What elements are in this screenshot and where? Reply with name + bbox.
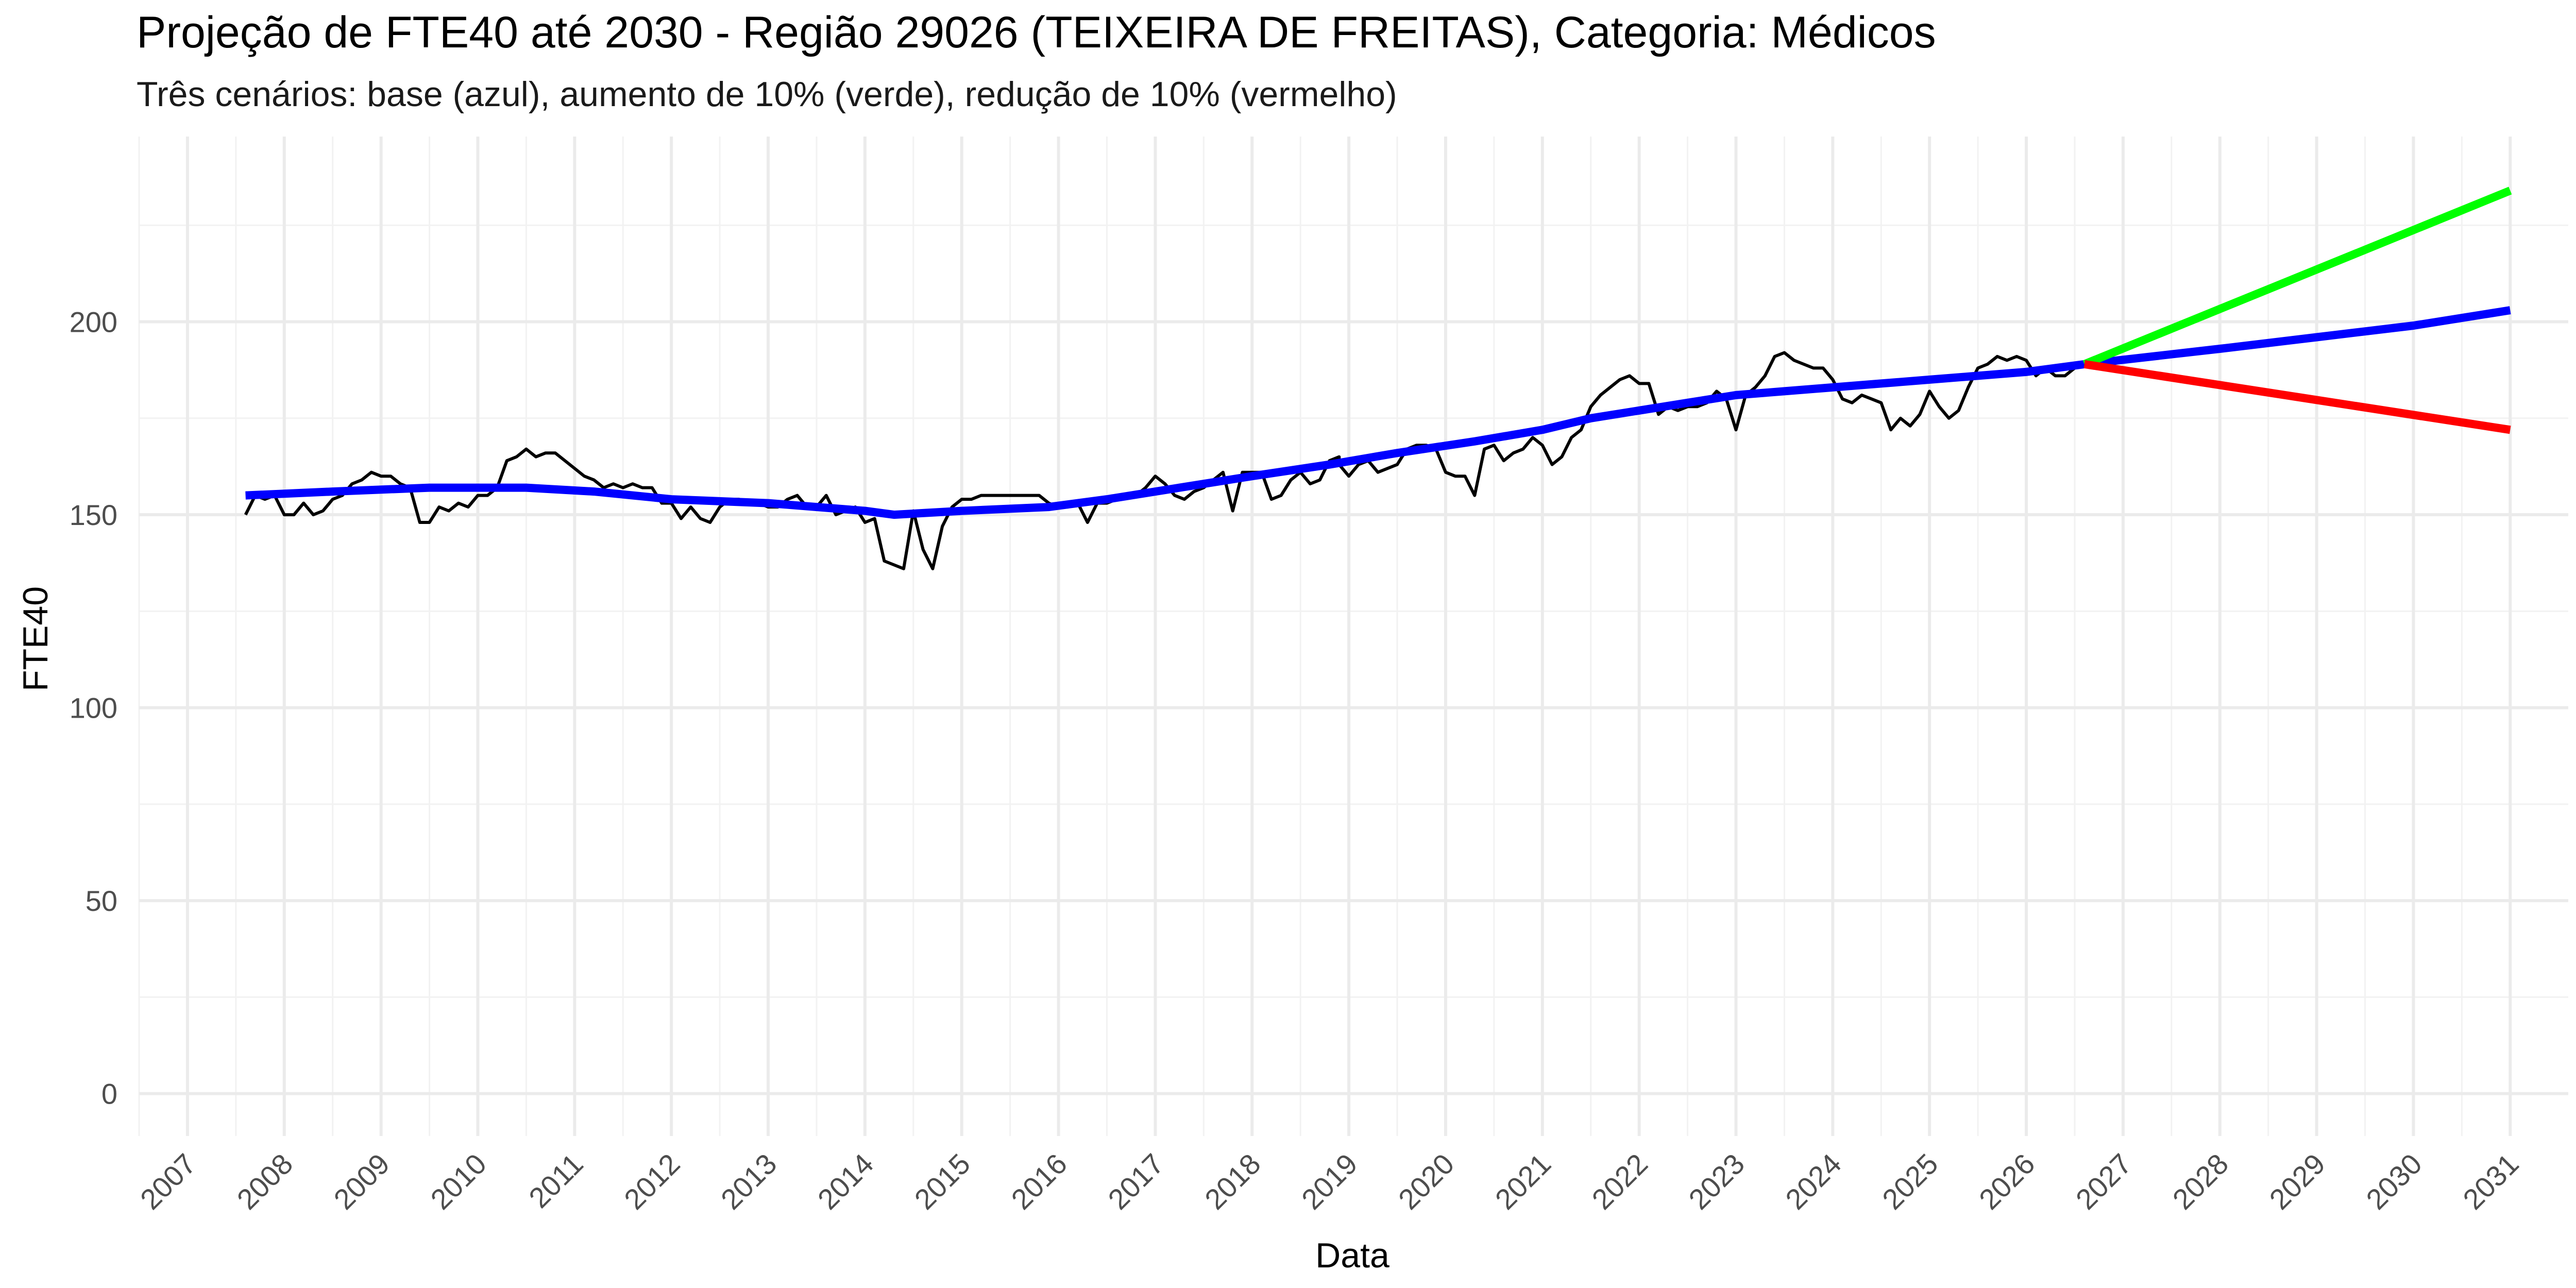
series-line-0 xyxy=(244,351,2085,570)
x-tick-label: 2015 xyxy=(908,1147,977,1216)
chart-subtitle: Três cenários: base (azul), aumento de 1… xyxy=(137,75,1397,114)
x-tick-label: 2025 xyxy=(1876,1147,1944,1216)
series-lines xyxy=(244,187,2512,570)
y-tick-label: 50 xyxy=(86,885,117,917)
x-tick-label: 2031 xyxy=(2456,1147,2525,1216)
y-axis-ticks: 0 50 100 150 200 xyxy=(70,306,117,1110)
y-axis-title: FTE40 xyxy=(16,586,55,691)
x-tick-label: 2023 xyxy=(1682,1147,1751,1216)
major-gridlines xyxy=(139,137,2568,1136)
x-tick-label: 2030 xyxy=(2360,1147,2428,1216)
x-tick-label: 2012 xyxy=(618,1147,686,1216)
series-line-1 xyxy=(245,306,2511,519)
x-axis-title: Data xyxy=(1315,1236,1389,1275)
x-tick-label: 2026 xyxy=(1973,1147,2041,1216)
x-tick-label: 2008 xyxy=(231,1147,299,1216)
y-tick-label: 0 xyxy=(101,1078,117,1110)
x-tick-label: 2014 xyxy=(811,1147,880,1216)
x-tick-label: 2018 xyxy=(1198,1147,1267,1216)
x-tick-label: 2024 xyxy=(1779,1147,1848,1216)
x-tick-label: 2010 xyxy=(424,1147,493,1216)
y-tick-label: 100 xyxy=(70,692,117,724)
x-axis-ticks: 2007 2008 2009 2010 2011 2012 2013 2014 2015 2016… xyxy=(134,1147,2525,1216)
x-tick-label: 2020 xyxy=(1392,1147,1461,1216)
series-line-3 xyxy=(2083,360,2511,434)
series-line-2 xyxy=(2082,187,2512,368)
x-tick-label: 2007 xyxy=(134,1147,202,1216)
x-tick-label: 2028 xyxy=(2166,1147,2235,1216)
x-tick-label: 2019 xyxy=(1295,1147,1364,1216)
y-tick-label: 200 xyxy=(70,306,117,338)
x-tick-label: 2022 xyxy=(1586,1147,1654,1216)
x-tick-label: 2016 xyxy=(1005,1147,1073,1216)
x-tick-label: 2013 xyxy=(715,1147,783,1216)
x-tick-label: 2029 xyxy=(2263,1147,2331,1216)
x-tick-label: 2027 xyxy=(2070,1147,2138,1216)
x-tick-label: 2011 xyxy=(522,1147,589,1214)
chart-title: Projeção de FTE40 até 2030 - Região 2902… xyxy=(137,8,1936,57)
x-tick-label: 2021 xyxy=(1489,1147,1557,1216)
x-tick-label: 2009 xyxy=(327,1147,396,1216)
y-tick-label: 150 xyxy=(70,499,117,531)
minor-gridlines xyxy=(138,137,2568,1136)
x-tick-label: 2017 xyxy=(1101,1147,1170,1216)
